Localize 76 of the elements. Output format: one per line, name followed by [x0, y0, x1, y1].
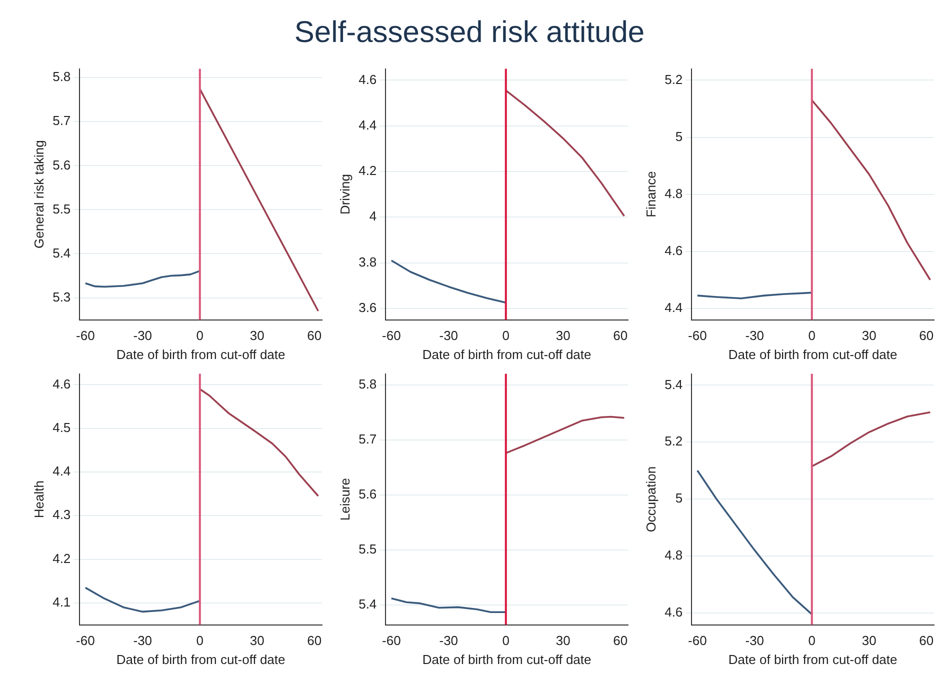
y-tick-label: 5.7 — [358, 431, 377, 446]
x-tick-label: -30 — [133, 633, 152, 648]
x-tick-label: 0 — [808, 633, 816, 648]
x-tick-label: 30 — [556, 328, 570, 344]
x-tick-label: -30 — [133, 328, 152, 344]
x-tick-label: -60 — [688, 328, 707, 344]
y-axis-title: General risk taking — [31, 140, 46, 248]
y-tick-label: 4.8 — [664, 186, 683, 201]
x-tick-label: -60 — [76, 633, 95, 648]
x-tick-label: -30 — [745, 328, 764, 344]
x-tick-label: -30 — [439, 328, 458, 344]
y-axis-title: Occupation — [643, 466, 658, 532]
y-tick-label: 4.4 — [664, 300, 683, 315]
y-tick-label: 5 — [675, 128, 683, 144]
y-tick-label: 4.1 — [52, 594, 71, 610]
x-tick-label: -30 — [439, 633, 458, 648]
y-tick-label: 5.7 — [52, 113, 71, 128]
x-tick-label: -60 — [382, 633, 401, 648]
x-tick-label: -60 — [382, 328, 401, 344]
y-tick-label: 4.3 — [52, 507, 71, 522]
x-tick-label: 60 — [613, 633, 628, 648]
y-tick-label: 4.8 — [664, 548, 683, 563]
x-axis-title: Date of birth from cut-off date — [422, 652, 592, 667]
y-tick-label: 3.8 — [358, 254, 377, 270]
x-tick-label: 30 — [862, 633, 876, 648]
x-axis-title: Date of birth from cut-off date — [422, 346, 592, 362]
x-tick-label: -60 — [76, 328, 95, 344]
y-tick-label: 4.6 — [664, 604, 683, 620]
y-tick-label: 5.8 — [52, 69, 71, 84]
x-tick-label: -60 — [688, 633, 707, 648]
x-tick-label: -30 — [745, 633, 764, 648]
y-tick-label: 5.3 — [52, 289, 71, 304]
y-tick-label: 5.6 — [52, 157, 71, 172]
y-tick-label: 4.4 — [358, 117, 377, 132]
x-axis-title: Date of birth from cut-off date — [728, 346, 898, 362]
y-axis-title: Leisure — [337, 478, 352, 521]
x-tick-label: 60 — [919, 328, 934, 344]
y-tick-label: 5.8 — [358, 376, 377, 392]
x-tick-label: 60 — [613, 328, 628, 344]
text: Self-assessed risk attitude — [293, 15, 646, 51]
y-tick-label: 5.4 — [358, 596, 377, 612]
x-tick-label: 30 — [250, 328, 264, 344]
y-axis-title: Health — [31, 480, 46, 518]
y-tick-label: 5.4 — [664, 376, 683, 392]
y-tick-label: 4.4 — [52, 464, 71, 479]
y-tick-label: 5.4 — [52, 245, 71, 260]
y-tick-label: 4.2 — [52, 550, 71, 566]
y-tick-label: 5 — [675, 490, 683, 506]
x-tick-label: 30 — [556, 633, 570, 648]
x-tick-label: 60 — [307, 633, 322, 648]
y-tick-label: 4.6 — [664, 242, 683, 258]
y-tick-label: 4.6 — [52, 376, 71, 392]
y-tick-label: 3.6 — [358, 300, 377, 315]
y-axis-title: Driving — [337, 174, 352, 215]
y-axis-title: Finance — [643, 171, 658, 218]
x-tick-label: 0 — [502, 328, 510, 344]
y-tick-label: 4 — [369, 208, 377, 224]
x-tick-label: 60 — [307, 328, 322, 344]
y-tick-label: 5.5 — [358, 542, 377, 557]
y-tick-label: 5.2 — [664, 434, 683, 449]
x-tick-label: 0 — [502, 633, 510, 648]
y-tick-label: 4.6 — [358, 72, 377, 87]
x-tick-label: 30 — [250, 633, 264, 648]
x-tick-label: 60 — [919, 633, 934, 648]
x-tick-label: 30 — [862, 328, 876, 344]
y-tick-label: 4.2 — [358, 163, 377, 178]
x-tick-label: 0 — [196, 328, 204, 344]
x-tick-label: 0 — [196, 633, 204, 648]
x-tick-label: 0 — [808, 328, 816, 344]
x-axis-title: Date of birth from cut-off date — [116, 346, 286, 362]
y-tick-label: 5.5 — [52, 201, 71, 216]
y-tick-label: 5.6 — [358, 486, 377, 502]
y-tick-label: 4.5 — [52, 420, 71, 435]
x-axis-title: Date of birth from cut-off date — [116, 652, 286, 667]
x-axis-title: Date of birth from cut-off date — [728, 652, 898, 667]
y-tick-label: 5.2 — [664, 72, 683, 87]
